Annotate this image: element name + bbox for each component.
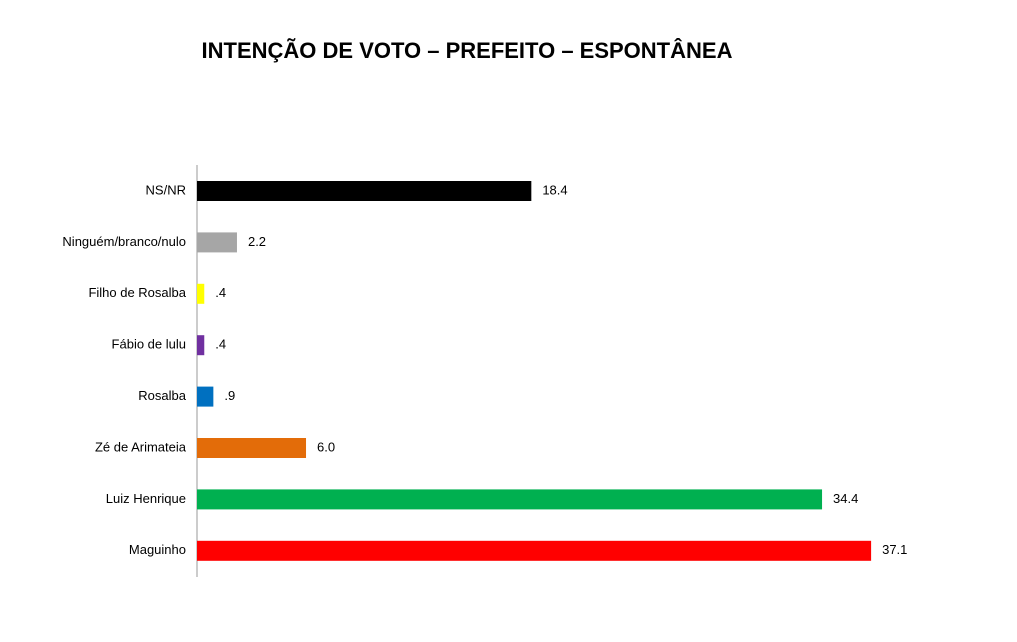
value-label: .4 [215,337,226,352]
value-label: 6.0 [317,439,335,454]
value-label: .4 [215,285,226,300]
value-label: 37.1 [882,542,907,557]
y-tick-label: Luiz Henrique [106,491,186,506]
y-tick-label: Zé de Arimateia [95,439,187,454]
bar [197,283,205,304]
y-tick-label: Ninguém/branco/nulo [62,234,186,249]
bar [197,232,237,253]
chart-title: INTENÇÃO DE VOTO – PREFEITO – ESPONTÂNEA [202,38,733,63]
y-tick-label: Filho de Rosalba [88,285,186,300]
value-label: 34.4 [833,491,858,506]
y-tick-label: Fábio de lulu [112,337,186,352]
bar [197,386,214,407]
bar [197,540,872,561]
bar [197,335,205,356]
y-tick-label: NS/NR [146,182,186,197]
y-tick-label: Maguinho [129,542,186,557]
bar [197,438,307,458]
y-tick-label: Rosalba [138,388,186,403]
value-label: 18.4 [542,182,567,197]
value-label: .9 [224,388,235,403]
value-label: 2.2 [248,234,266,249]
bar [197,181,532,201]
bar [197,489,823,510]
